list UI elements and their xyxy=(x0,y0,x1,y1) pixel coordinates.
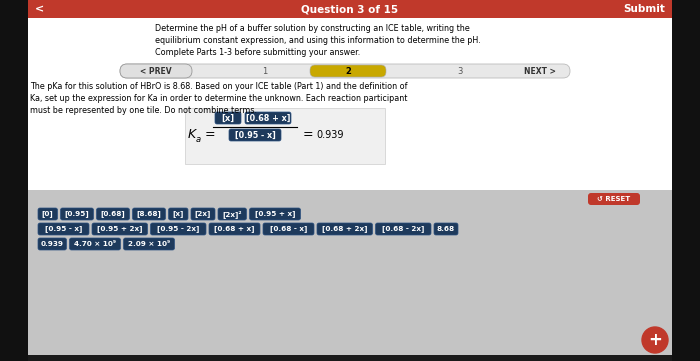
FancyBboxPatch shape xyxy=(375,223,431,235)
FancyBboxPatch shape xyxy=(249,208,300,220)
Text: [0.68 + 2x]: [0.68 + 2x] xyxy=(322,226,368,232)
FancyBboxPatch shape xyxy=(317,223,372,235)
Text: ↺ RESET: ↺ RESET xyxy=(597,196,631,202)
FancyBboxPatch shape xyxy=(672,0,700,361)
Text: [2x]: [2x] xyxy=(195,210,211,217)
FancyBboxPatch shape xyxy=(191,208,215,220)
FancyBboxPatch shape xyxy=(120,64,192,78)
FancyBboxPatch shape xyxy=(245,112,291,124)
FancyBboxPatch shape xyxy=(69,238,120,250)
Text: 2: 2 xyxy=(345,66,351,75)
FancyBboxPatch shape xyxy=(263,223,314,235)
Text: [0.68 - x]: [0.68 - x] xyxy=(270,226,307,232)
FancyBboxPatch shape xyxy=(209,223,260,235)
Text: 1: 1 xyxy=(262,66,267,75)
Text: a: a xyxy=(196,135,201,144)
Text: [0]: [0] xyxy=(42,210,54,217)
Text: NEXT >: NEXT > xyxy=(524,66,556,75)
FancyBboxPatch shape xyxy=(185,108,385,164)
Text: The pKa for this solution of HBrO is 8.68. Based on your ICE table (Part 1) and : The pKa for this solution of HBrO is 8.6… xyxy=(30,82,407,114)
FancyBboxPatch shape xyxy=(38,208,57,220)
FancyBboxPatch shape xyxy=(28,0,672,18)
Text: [x]: [x] xyxy=(221,113,234,122)
FancyBboxPatch shape xyxy=(120,64,570,78)
Text: 8.68: 8.68 xyxy=(437,226,455,232)
FancyBboxPatch shape xyxy=(123,238,174,250)
Text: [0.95 + x]: [0.95 + x] xyxy=(255,210,295,217)
Text: [0.68 - 2x]: [0.68 - 2x] xyxy=(382,226,424,232)
FancyBboxPatch shape xyxy=(310,65,386,77)
Text: [0.68 + x]: [0.68 + x] xyxy=(246,113,290,122)
Text: 3: 3 xyxy=(457,66,463,75)
Text: [0.95]: [0.95] xyxy=(64,210,90,217)
FancyBboxPatch shape xyxy=(169,208,188,220)
FancyBboxPatch shape xyxy=(0,0,28,361)
Text: [0.95 - x]: [0.95 - x] xyxy=(45,226,82,232)
Text: [0.95 - 2x]: [0.95 - 2x] xyxy=(157,226,200,232)
Text: [0.68]: [0.68] xyxy=(101,210,125,217)
FancyBboxPatch shape xyxy=(434,223,458,235)
Text: =: = xyxy=(303,129,314,142)
FancyBboxPatch shape xyxy=(588,193,640,205)
Text: Submit: Submit xyxy=(623,4,665,14)
FancyBboxPatch shape xyxy=(92,223,148,235)
Text: 2.09 × 10⁹: 2.09 × 10⁹ xyxy=(128,241,170,247)
FancyBboxPatch shape xyxy=(215,112,241,124)
Text: K: K xyxy=(188,129,196,142)
Text: Determine the pH of a buffer solution by constructing an ICE table, writing the
: Determine the pH of a buffer solution by… xyxy=(155,24,481,57)
Text: [8.68]: [8.68] xyxy=(136,210,162,217)
Text: [x]: [x] xyxy=(173,210,184,217)
FancyBboxPatch shape xyxy=(60,208,94,220)
Text: +: + xyxy=(648,331,662,349)
FancyBboxPatch shape xyxy=(38,223,89,235)
FancyBboxPatch shape xyxy=(150,223,206,235)
Text: < PREV: < PREV xyxy=(140,66,172,75)
FancyBboxPatch shape xyxy=(28,190,672,355)
Circle shape xyxy=(642,327,668,353)
FancyBboxPatch shape xyxy=(97,208,130,220)
FancyBboxPatch shape xyxy=(132,208,165,220)
Text: [2x]²: [2x]² xyxy=(223,210,242,218)
Text: =: = xyxy=(205,129,216,142)
Text: [0.68 + x]: [0.68 + x] xyxy=(214,226,255,232)
Text: [0.95 - x]: [0.95 - x] xyxy=(234,130,275,139)
FancyBboxPatch shape xyxy=(229,129,281,141)
Text: 0.939: 0.939 xyxy=(316,130,344,140)
Text: <: < xyxy=(35,4,44,14)
Text: [0.95 + 2x]: [0.95 + 2x] xyxy=(97,226,143,232)
Text: 0.939: 0.939 xyxy=(41,241,64,247)
FancyBboxPatch shape xyxy=(28,18,672,190)
Text: Question 3 of 15: Question 3 of 15 xyxy=(302,4,398,14)
Text: 4.70 × 10⁹: 4.70 × 10⁹ xyxy=(74,241,116,247)
FancyBboxPatch shape xyxy=(38,238,66,250)
FancyBboxPatch shape xyxy=(218,208,246,220)
